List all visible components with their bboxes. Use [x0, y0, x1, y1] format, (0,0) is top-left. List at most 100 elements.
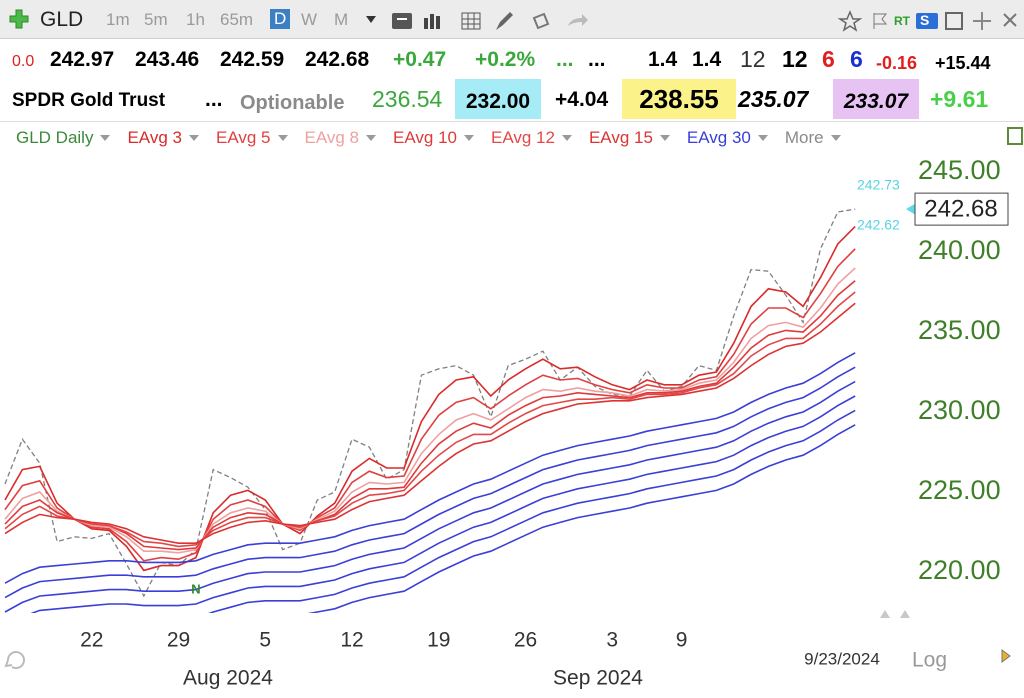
- quote-field: 236.54: [372, 86, 443, 112]
- corner-icon[interactable]: [1001, 649, 1011, 663]
- dropdown-arrow[interactable]: [100, 135, 111, 141]
- ema-line: [4, 380, 856, 613]
- quote-field: +0.2%: [475, 48, 536, 71]
- price-tag-box: [914, 192, 1009, 226]
- quote-field: ...: [588, 48, 606, 71]
- quote-field: 238.55: [622, 79, 736, 119]
- x-tick-label: 22: [80, 629, 103, 652]
- x-tick-label: 12: [340, 629, 363, 652]
- toolbar: GLD 1m 5m 1h 65m D W M RT S: [0, 0, 1024, 39]
- price-annotation: 242.73: [857, 177, 900, 193]
- interval[interactable]: 5m: [144, 10, 168, 29]
- plot-area: [4, 208, 856, 613]
- legend-item[interactable]: EAvg 10: [393, 128, 474, 148]
- x-tick-label: 26: [514, 629, 537, 652]
- price-pointer: [906, 203, 916, 216]
- legend-item[interactable]: GLD Daily: [16, 128, 111, 148]
- x-tick-label: 19: [427, 629, 450, 652]
- quote-field: 6: [822, 46, 835, 72]
- dropdown-arrow[interactable]: [561, 135, 572, 141]
- s-badge[interactable]: S: [920, 12, 930, 28]
- add-icon[interactable]: [8, 8, 30, 30]
- ema-line: [208, 409, 856, 613]
- quote-field: 235.07: [738, 86, 809, 112]
- legend-item[interactable]: EAvg 30: [687, 128, 768, 148]
- quote-field: +0.47: [393, 48, 447, 71]
- interval[interactable]: 1m: [106, 10, 130, 29]
- interval[interactable]: 65m: [220, 10, 254, 29]
- reset-icon[interactable]: [4, 651, 25, 670]
- legend-label: EAvg 3: [127, 128, 182, 147]
- dropdown-arrow[interactable]: [277, 135, 288, 141]
- quote-field: 242.59: [220, 48, 285, 71]
- legend-item[interactable]: EAvg 15: [589, 128, 670, 148]
- dropdown-arrow[interactable]: [830, 135, 841, 141]
- quote-field: 12: [740, 46, 766, 72]
- ema-line: [307, 424, 856, 613]
- y-tick-label: 230.00: [918, 395, 1001, 425]
- quote-field: ...: [556, 48, 574, 71]
- dropdown-arrow[interactable]: [366, 135, 377, 141]
- quote-field: 233.07: [833, 79, 919, 119]
- y-tick-label: 245.00: [918, 155, 1001, 185]
- interval[interactable]: D: [270, 9, 291, 29]
- y-tick-label: 220.00: [918, 555, 1001, 585]
- realtime-badge: RT: [894, 14, 910, 28]
- y-tick-label: 235.00: [918, 315, 1001, 345]
- interval[interactable]: 1h: [186, 10, 205, 29]
- symbol[interactable]: GLD: [40, 8, 84, 31]
- dropdown-arrow[interactable]: [188, 135, 199, 141]
- quote-field: 232.00: [455, 79, 541, 119]
- legend-item[interactable]: EAvg 12: [491, 128, 572, 148]
- x-tick-label: 9: [676, 629, 688, 652]
- legend-item[interactable]: EAvg 5: [216, 128, 288, 148]
- signal-marker: N: [191, 581, 200, 596]
- legend: GLD Daily EAvg 3 EAvg 5 EAvg 8 EAvg 10 EAvg 1…: [16, 126, 858, 150]
- quote-field: 1.4: [692, 48, 722, 71]
- ema-line: [4, 366, 856, 599]
- quote-field: 0.0: [12, 53, 35, 70]
- dropdown-arrow[interactable]: [659, 135, 670, 141]
- legend-label: EAvg 10: [393, 128, 457, 147]
- legend-label: GLD Daily: [16, 128, 94, 147]
- toolbar-icons[interactable]: [364, 10, 1024, 32]
- scale-button[interactable]: Log: [912, 649, 947, 672]
- quote-field: 12: [782, 46, 808, 72]
- quote-field: +15.44: [935, 53, 991, 73]
- legend-item[interactable]: EAvg 8: [305, 128, 377, 148]
- corner-icon[interactable]: [1007, 127, 1023, 145]
- quote-field: 242.68: [305, 48, 370, 71]
- interval[interactable]: W: [301, 10, 318, 29]
- legend-more: More: [784, 128, 824, 147]
- legend-label: EAvg 5: [215, 128, 271, 147]
- legend-label: EAvg 30: [686, 128, 751, 147]
- x-tick-label: 29: [167, 629, 190, 652]
- dropdown-arrow[interactable]: [463, 135, 474, 141]
- divider: [0, 121, 1024, 122]
- quote-field: Optionable: [240, 92, 345, 114]
- y-tick-label: 240.00: [918, 235, 1001, 265]
- ema-line: [30, 395, 856, 613]
- quote-field: +4.04: [555, 88, 609, 111]
- x-tick-label: 5: [259, 629, 271, 652]
- price-tag: 242.68: [924, 195, 997, 222]
- ema-line: [4, 302, 856, 544]
- quote-field: ...: [205, 88, 223, 111]
- ema-line: [4, 352, 856, 584]
- scroll-arrows[interactable]: [880, 610, 910, 618]
- quote-field: SPDR Gold Trust: [12, 90, 166, 111]
- legend-item[interactable]: EAvg 3: [127, 128, 199, 148]
- last-date-label: 9/23/2024: [804, 649, 880, 668]
- quote-field: 6: [850, 46, 863, 72]
- x-tick-label: 3: [606, 629, 618, 652]
- legend-item[interactable]: More: [785, 128, 841, 148]
- legend-label: EAvg 12: [490, 128, 555, 147]
- dropdown-arrow[interactable]: [757, 135, 768, 141]
- quote-field: 242.97: [50, 48, 115, 71]
- interval[interactable]: M: [334, 10, 349, 29]
- ema-line: [4, 267, 856, 554]
- y-tick-label: 225.00: [918, 475, 1001, 505]
- x-period-label: Aug 2024: [183, 667, 273, 690]
